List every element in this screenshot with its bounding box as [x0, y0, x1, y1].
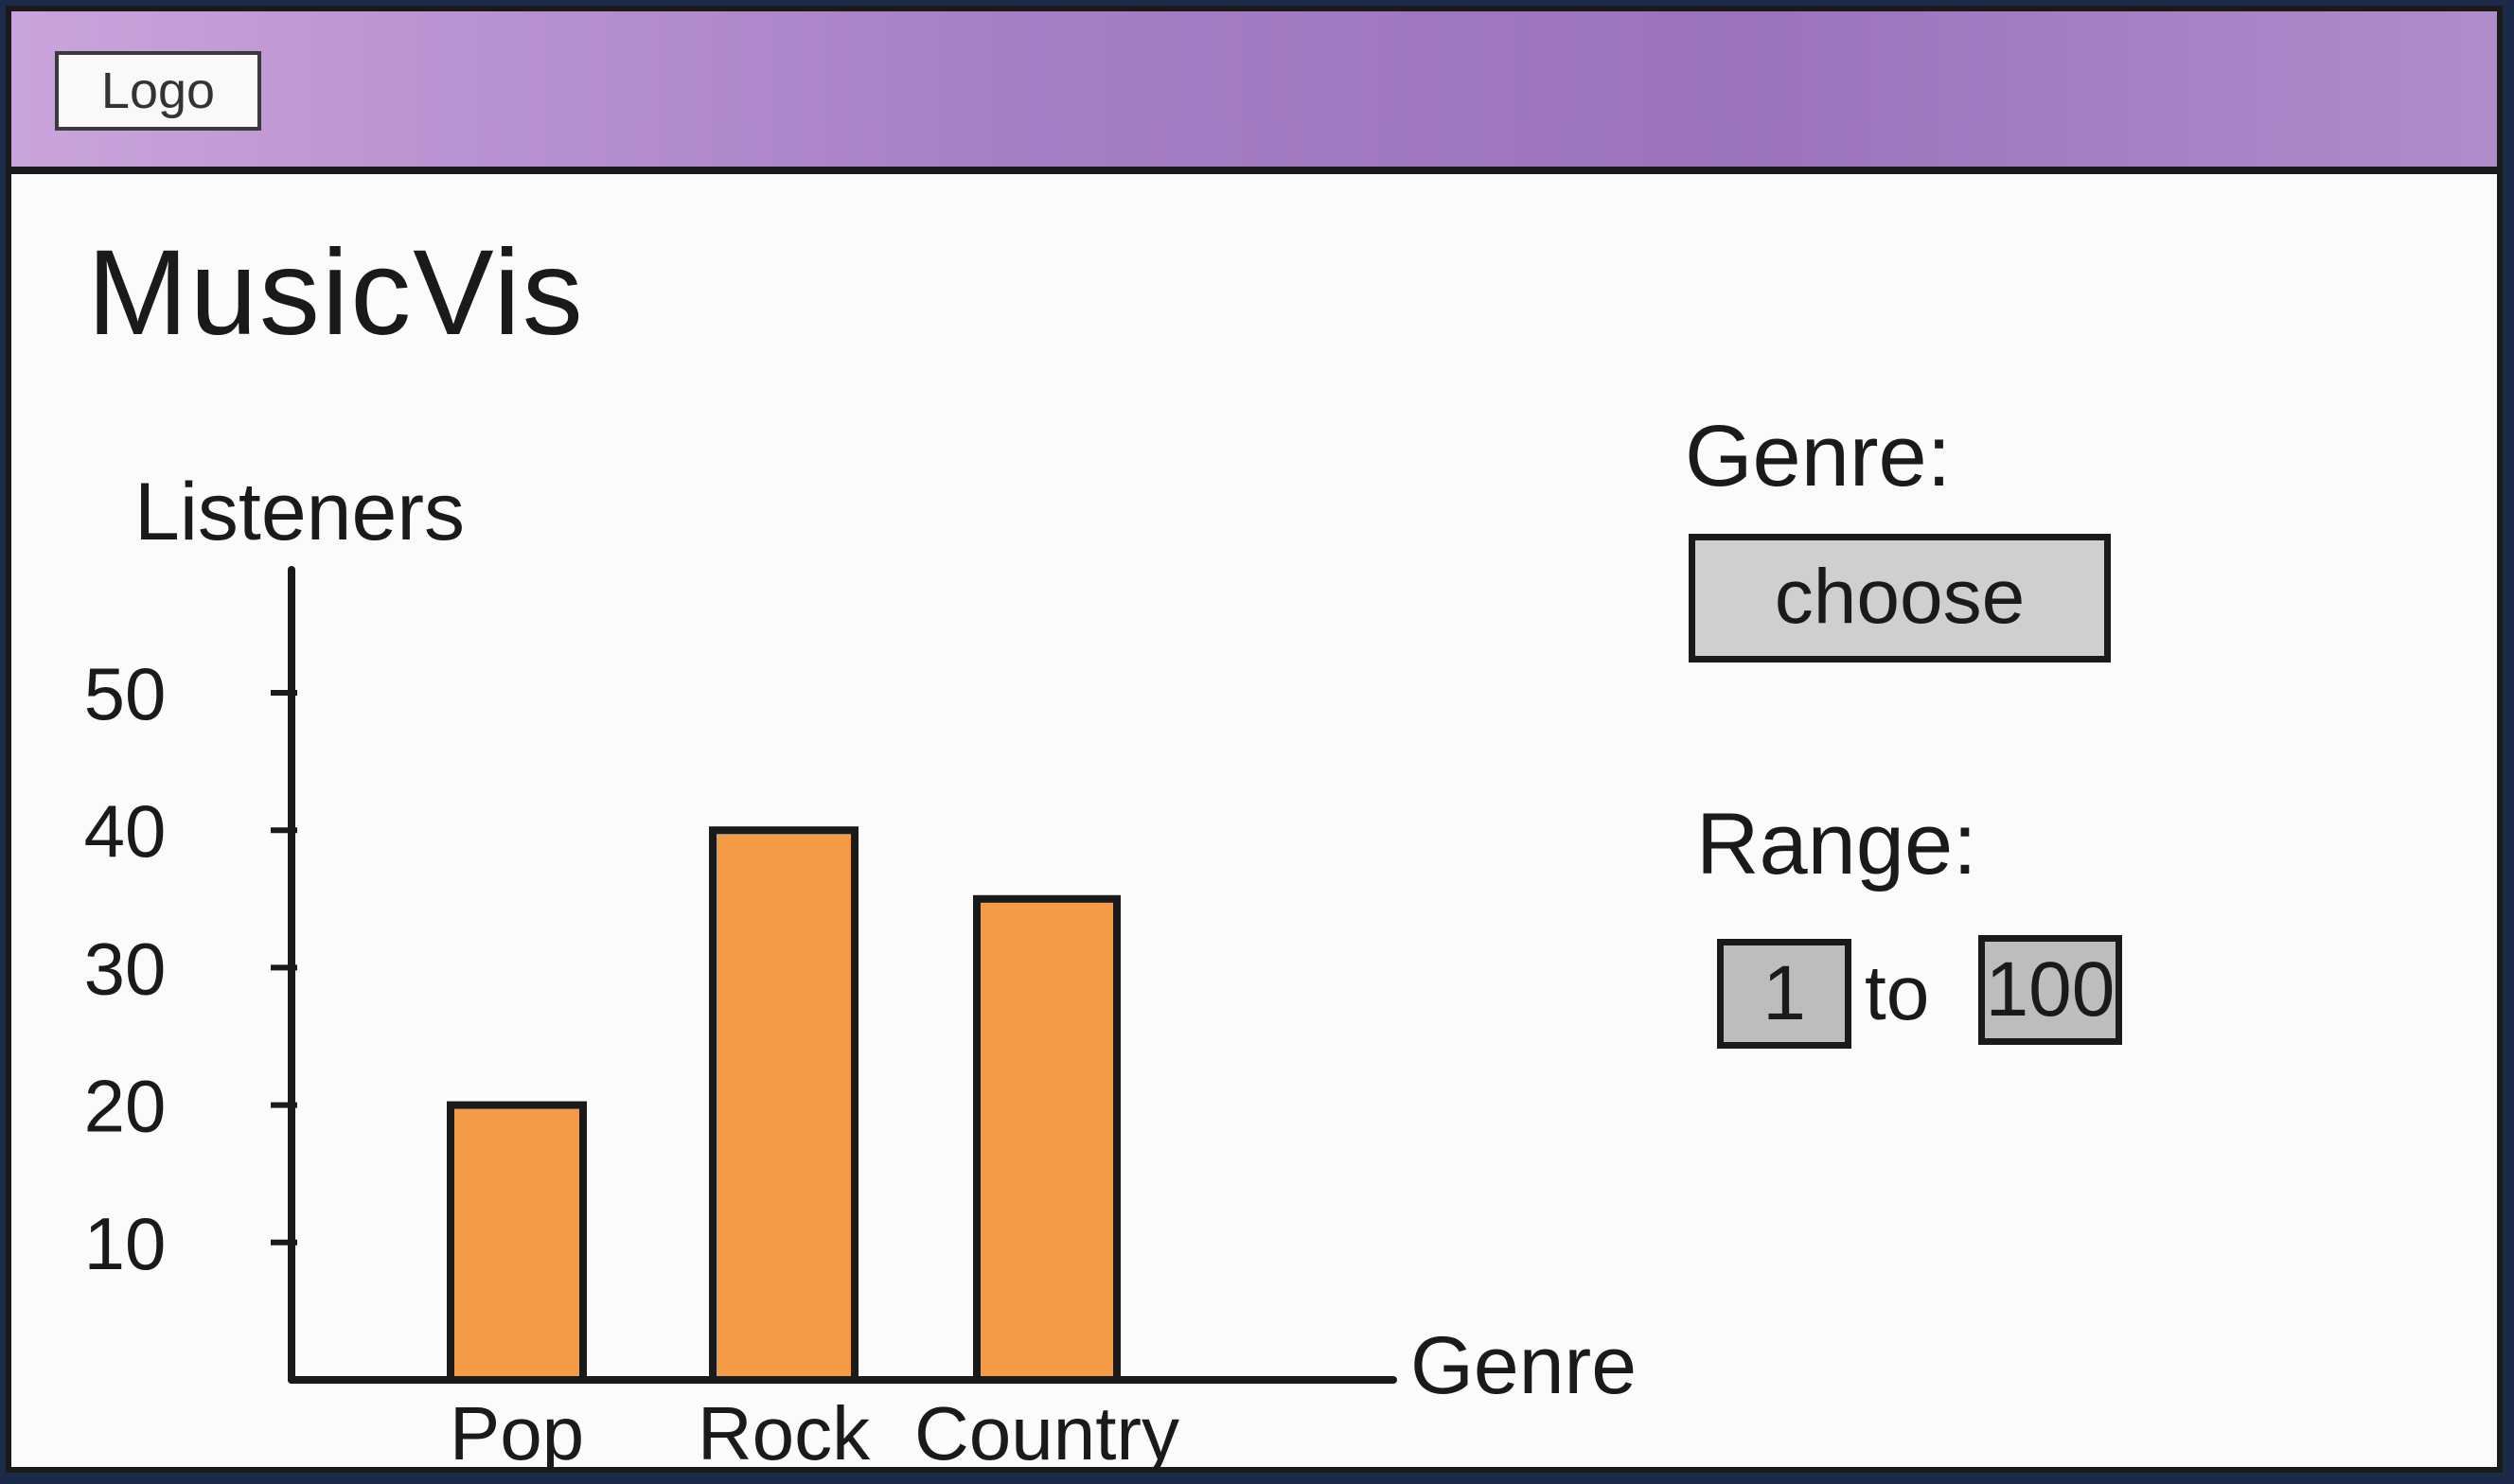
- logo[interactable]: Logo: [55, 51, 261, 131]
- header-bar: Logo: [11, 11, 2497, 174]
- x-axis-label: Genre: [1410, 1320, 1637, 1411]
- x-tick-label: Pop: [450, 1391, 584, 1473]
- bar-chart: Listeners Genre 10 20 30 40 50 Pop Rock Country: [84, 467, 1637, 1473]
- page-title: MusicVis: [87, 225, 585, 361]
- range-from-input[interactable]: [1717, 939, 1851, 1049]
- bar-pop: [447, 1101, 587, 1384]
- range-label: Range:: [1696, 796, 1977, 892]
- y-tick-label: 10: [84, 1202, 167, 1285]
- genre-label: Genre:: [1685, 408, 1952, 504]
- bar-rock: [709, 826, 859, 1384]
- genre-select[interactable]: choose: [1689, 534, 2111, 662]
- range-to-label: to: [1865, 950, 1930, 1036]
- y-tick-label: 30: [84, 927, 167, 1010]
- range-to-input[interactable]: [1978, 935, 2122, 1045]
- x-tick-label: Rock: [698, 1391, 871, 1473]
- x-tick-label: Country: [914, 1391, 1179, 1473]
- y-tick-label: 50: [84, 652, 167, 735]
- y-axis-label: Listeners: [134, 467, 465, 557]
- app-window: Logo MusicVis Listeners Genre 10 20 30 40 50 Po…: [6, 6, 2503, 1473]
- bar-country: [973, 894, 1121, 1384]
- y-tick-label: 40: [84, 789, 167, 873]
- y-tick-label: 20: [84, 1065, 167, 1148]
